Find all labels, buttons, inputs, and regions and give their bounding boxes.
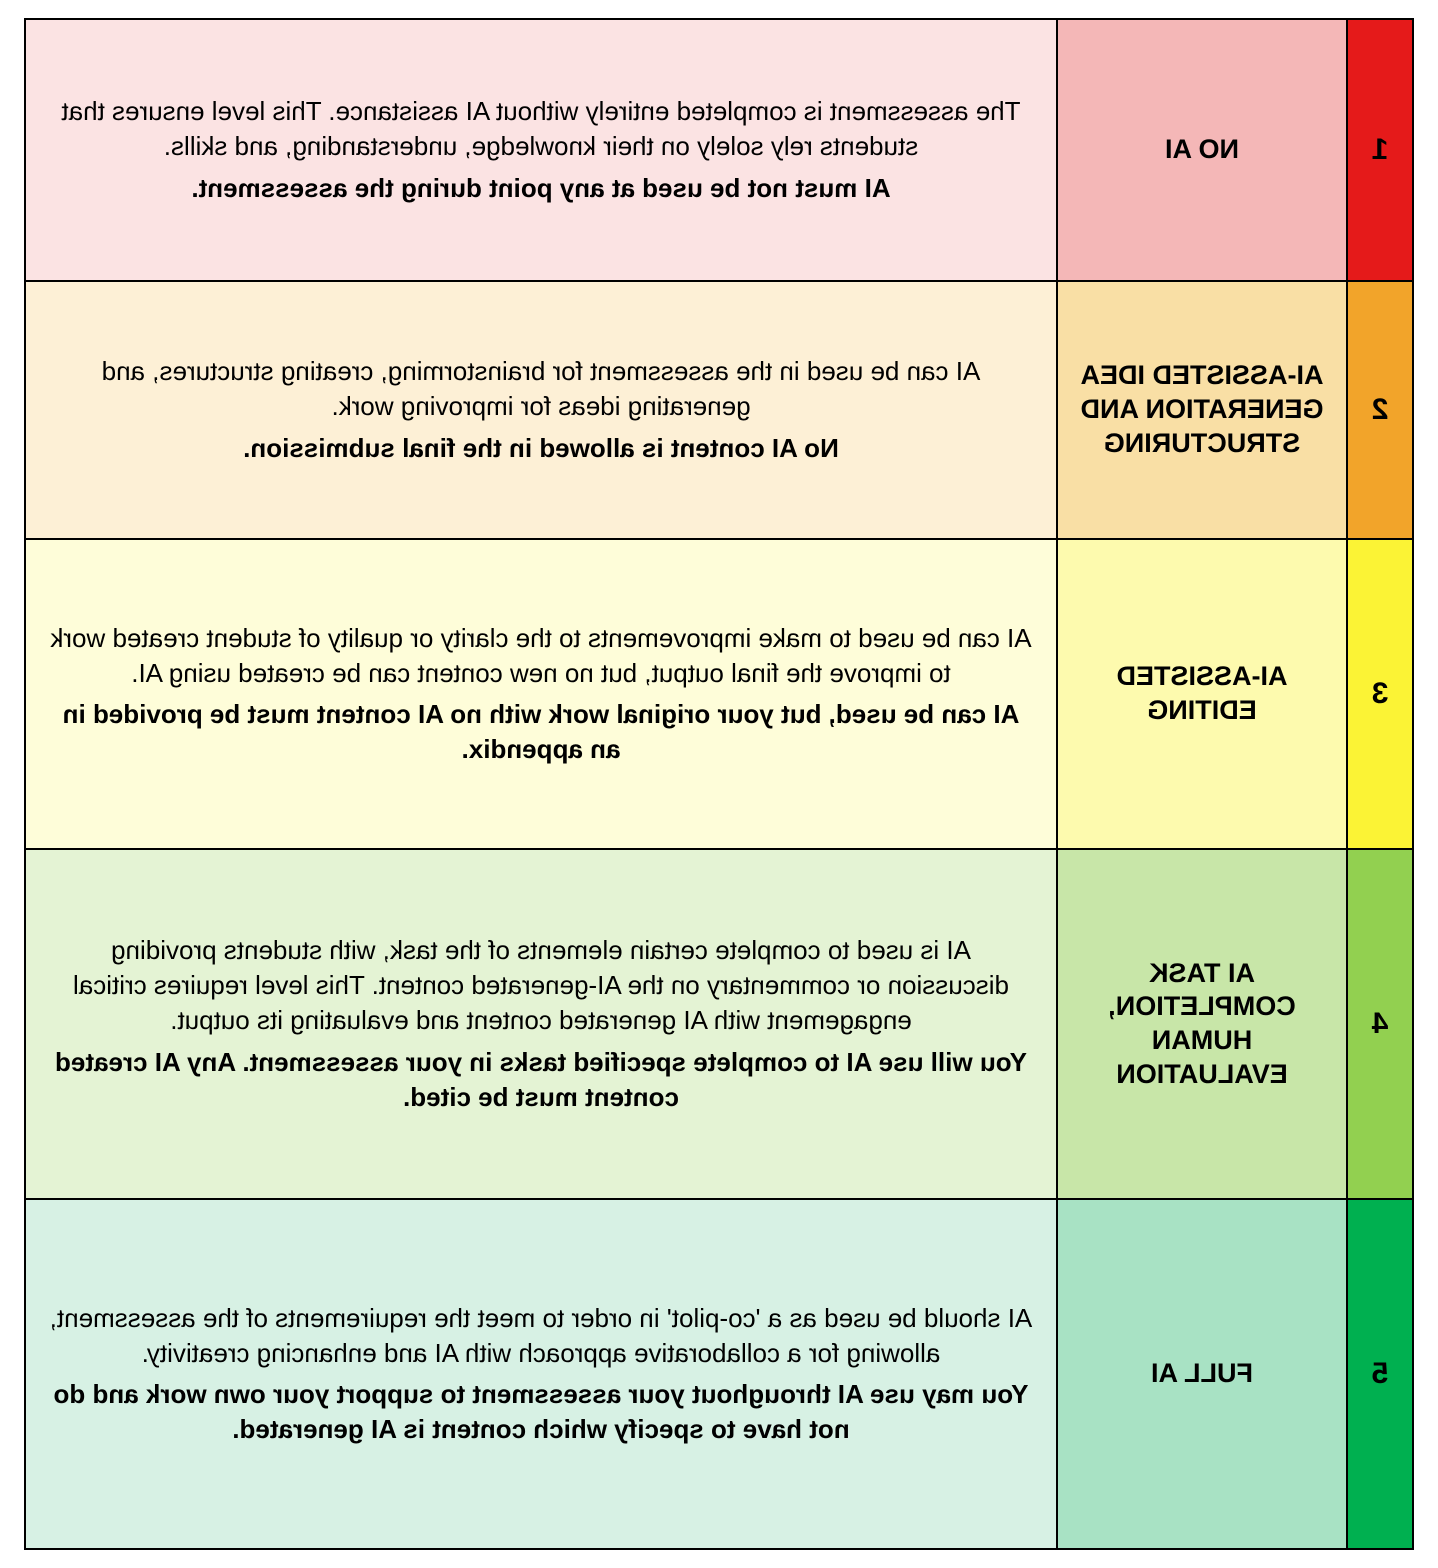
table-row: 1 NO AI The assessment is completed enti…: [25, 19, 1413, 281]
ai-assessment-scale-table: 1 NO AI The assessment is completed enti…: [24, 18, 1414, 1550]
ai-assessment-scale-table-wrapper: 1 NO AI The assessment is completed enti…: [0, 0, 1438, 1568]
level-description-text: AI can be used to make improvements to t…: [48, 621, 1034, 691]
level-description-cell: AI can be used in the assessment for bra…: [25, 281, 1057, 539]
level-description-cell: AI should be used as a 'co-pilot' in ord…: [25, 1199, 1057, 1549]
table-row: 5 FULL AI AI should be used as a 'co-pil…: [25, 1199, 1413, 1549]
level-description-rule: AI can be used, but your original work w…: [48, 697, 1034, 767]
level-title-cell: AI-ASSISTED IDEA GENERATION AND STRUCTUR…: [1057, 281, 1347, 539]
level-number-cell: 4: [1347, 849, 1413, 1199]
level-description-rule: No AI content is allowed in the final su…: [48, 431, 1034, 466]
level-description-rule: You will use AI to complete specified ta…: [48, 1045, 1034, 1115]
level-description-cell: The assessment is completed entirely wit…: [25, 19, 1057, 281]
level-number-cell: 1: [1347, 19, 1413, 281]
level-description-text: The assessment is completed entirely wit…: [48, 94, 1034, 164]
level-description-text: AI should be used as a 'co-pilot' in ord…: [48, 1301, 1034, 1371]
level-title-cell: AI TASK COMPLETION, HUMAN EVALUATION: [1057, 849, 1347, 1199]
level-description-rule: AI must not be used at any point during …: [48, 171, 1034, 206]
level-number-cell: 3: [1347, 539, 1413, 849]
level-description-text: AI can be used in the assessment for bra…: [48, 354, 1034, 424]
level-description-text: AI is used to complete certain elements …: [48, 933, 1034, 1038]
table-row: 4 AI TASK COMPLETION, HUMAN EVALUATION A…: [25, 849, 1413, 1199]
table-row: 2 AI-ASSISTED IDEA GENERATION AND STRUCT…: [25, 281, 1413, 539]
level-description-cell: AI is used to complete certain elements …: [25, 849, 1057, 1199]
level-description-rule: You may use AI throughout your assessmen…: [48, 1377, 1034, 1447]
level-number-cell: 5: [1347, 1199, 1413, 1549]
level-title-cell: FULL AI: [1057, 1199, 1347, 1549]
level-title-cell: NO AI: [1057, 19, 1347, 281]
level-number-cell: 2: [1347, 281, 1413, 539]
level-title-cell: AI-ASSISTED EDITING: [1057, 539, 1347, 849]
table-row: 3 AI-ASSISTED EDITING AI can be used to …: [25, 539, 1413, 849]
level-description-cell: AI can be used to make improvements to t…: [25, 539, 1057, 849]
